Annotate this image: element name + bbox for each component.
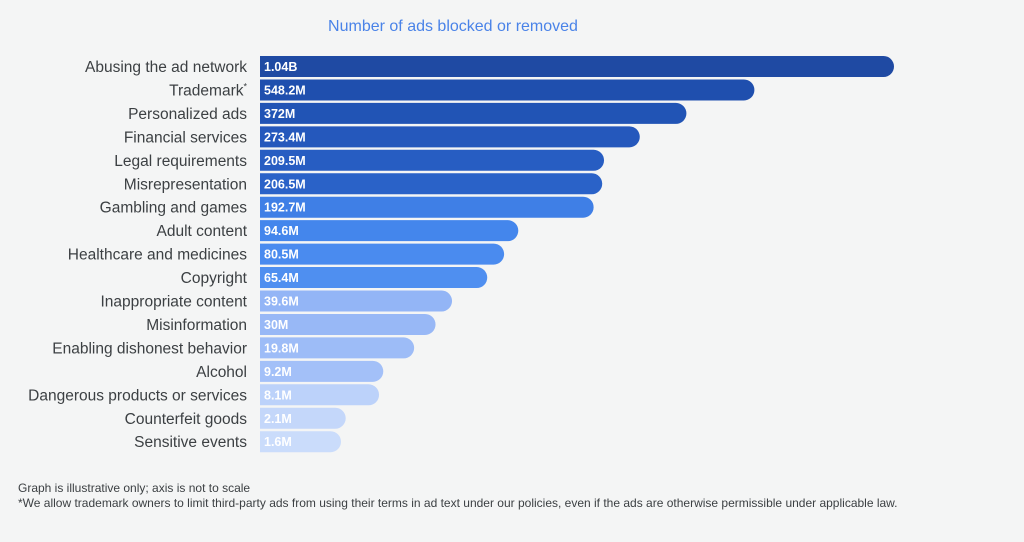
bar xyxy=(260,407,346,429)
category-label: Copyright xyxy=(181,270,248,287)
bar-value-label: 80.5M xyxy=(264,248,299,262)
bar-value-label: 2.1M xyxy=(264,412,292,426)
bar xyxy=(260,79,755,101)
bar-value-label: 273.4M xyxy=(264,130,306,144)
bar xyxy=(260,102,687,124)
bar xyxy=(260,431,341,453)
bar-value-label: 1.04B xyxy=(264,60,297,74)
bar-row: 9.2M Alcohol xyxy=(196,360,384,382)
bar-value-label: 39.6M xyxy=(264,295,299,309)
category-label: Trademark* xyxy=(169,81,247,99)
bar-row: 372M Personalized ads xyxy=(128,102,687,124)
category-label: Counterfeit goods xyxy=(125,411,248,428)
bar-row: 39.6M Inappropriate content xyxy=(101,290,453,312)
bar-row: 273.4M Financial services xyxy=(124,126,640,148)
bar-value-label: 19.8M xyxy=(264,341,299,355)
bar xyxy=(260,360,384,382)
bar xyxy=(260,384,380,406)
bar-row: 209.5M Legal requirements xyxy=(114,149,605,171)
footnote-illustrative: Graph is illustrative only; axis is not … xyxy=(18,481,251,495)
bar xyxy=(260,220,519,242)
bar-row: 2.1M Counterfeit goods xyxy=(125,407,346,429)
bar-value-label: 192.7M xyxy=(264,201,306,215)
chart-title: Number of ads blocked or removed xyxy=(328,18,578,35)
category-label: Legal requirements xyxy=(114,153,247,170)
bar-row: 1.6M Sensitive events xyxy=(134,431,341,453)
bar-row: 548.2M Trademark* xyxy=(169,79,755,101)
category-label: Enabling dishonest behavior xyxy=(52,340,247,357)
bar-row: 1.04B Abusing the ad network xyxy=(85,56,895,77)
bar-row: 30M Misinformation xyxy=(146,313,436,335)
bar xyxy=(260,149,605,171)
bar xyxy=(260,313,436,335)
footnote-trademark: *We allow trademark owners to limit thir… xyxy=(18,496,898,510)
category-label: Healthcare and medicines xyxy=(68,247,247,264)
bar-value-label: 206.5M xyxy=(264,177,306,191)
bar xyxy=(260,267,488,289)
bar-value-label: 94.6M xyxy=(264,224,299,238)
bar-value-label: 209.5M xyxy=(264,154,306,168)
category-label: Sensitive events xyxy=(134,434,247,451)
bar-row: 206.5M Misrepresentation xyxy=(124,173,603,195)
category-label: Dangerous products or services xyxy=(28,387,247,404)
bar xyxy=(260,173,603,195)
bar xyxy=(260,290,453,312)
bar-value-label: 65.4M xyxy=(264,271,299,285)
category-label: Adult content xyxy=(157,223,248,240)
bar-value-label: 372M xyxy=(264,107,295,121)
bar-row: 192.7M Gambling and games xyxy=(100,196,594,218)
category-label: Financial services xyxy=(124,129,247,146)
bar-value-label: 1.6M xyxy=(264,435,292,449)
bar-row: 80.5M Healthcare and medicines xyxy=(68,243,505,265)
category-label: Abusing the ad network xyxy=(85,59,247,76)
bar-value-label: 548.2M xyxy=(264,83,306,97)
bar xyxy=(260,56,895,77)
footnote-marker: * xyxy=(243,81,247,91)
bar xyxy=(260,243,505,265)
category-label: Inappropriate content xyxy=(101,294,248,311)
footnotes: Graph is illustrative only; axis is not … xyxy=(18,481,898,511)
category-label: Misrepresentation xyxy=(124,176,247,193)
bar xyxy=(260,196,594,218)
bar xyxy=(260,126,640,148)
bar xyxy=(260,337,415,359)
bar-value-label: 8.1M xyxy=(264,388,292,402)
bar-value-label: 30M xyxy=(264,318,288,332)
bars-group: 1.04B Abusing the ad network 548.2M Tradema… xyxy=(28,56,895,453)
category-label: Alcohol xyxy=(196,364,247,381)
category-label: Gambling and games xyxy=(100,200,248,217)
bar-row: 8.1M Dangerous products or services xyxy=(28,384,380,406)
bar-row: 94.6M Adult content xyxy=(157,220,519,242)
category-label: Misinformation xyxy=(146,317,247,334)
category-label: Personalized ads xyxy=(128,106,247,123)
bar-row: 65.4M Copyright xyxy=(181,267,488,289)
bar-value-label: 9.2M xyxy=(264,365,292,379)
bar-row: 19.8M Enabling dishonest behavior xyxy=(52,337,415,359)
